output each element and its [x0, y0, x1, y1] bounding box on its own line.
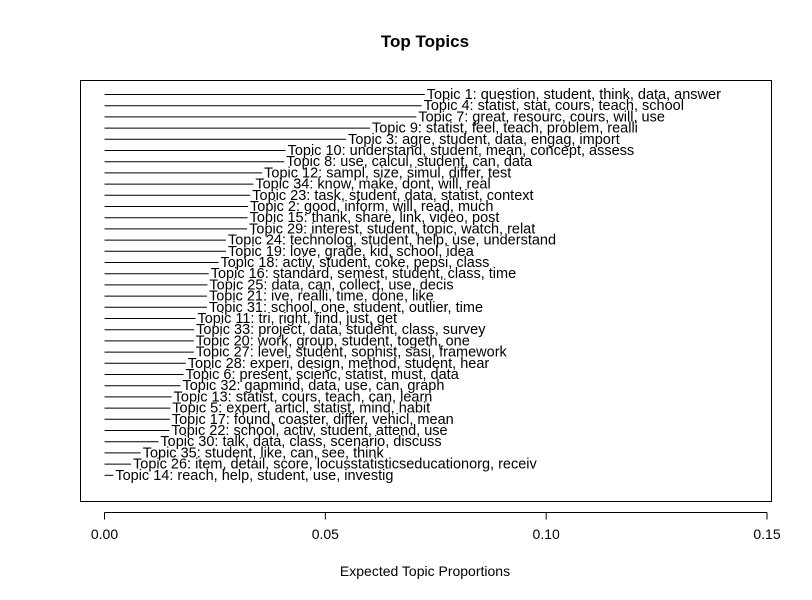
x-tick-label: 0.15 [753, 526, 780, 542]
topic-label: Topic 8: use, calcul, student, can, data [286, 154, 533, 170]
topic-label: Topic 35: student, like, can, see, think [143, 445, 385, 461]
x-axis: 0.00 0.05 0.10 0.15 [91, 512, 781, 542]
topic-label: Topic 18: activ, student, coke, pepsi, c… [220, 255, 489, 271]
topic-label: Topic 3: agre, student, data, engag, imp… [348, 132, 620, 148]
topic-label: Topic 15: thank, share, link, video, pos… [250, 210, 500, 226]
x-tick-label: 0.00 [91, 526, 118, 542]
topic-label: Topic 34: know, make, dont, will, real [255, 177, 490, 193]
topic-label: Topic 16: standard, semest, student, cla… [211, 266, 516, 282]
topic-label: Topic 21: ive, realli, time, done, like [209, 289, 434, 305]
topic-label: Topic 24: technolog, student, help, use,… [228, 233, 556, 249]
topic-label: Topic 4: statist, stat, cours, teach, sc… [424, 98, 684, 114]
topic-label: Topic 30: talk, data, class, scenario, d… [160, 434, 441, 450]
topic-label: Topic 19: love, grade, kid, school, idea [228, 244, 475, 260]
chart-title: Top Topics [381, 32, 469, 51]
topic-label: Topic 32: gapmind, data, use, can, graph [182, 378, 444, 394]
topic-label: Topic 33: project, data, student, class,… [196, 322, 486, 338]
topic-label: Topic 28: experi, design, method, studen… [188, 356, 490, 372]
topic-label: Topic 10: understand, student, mean, con… [288, 143, 635, 159]
topic-label: Topic 7: great, resourc, cours, will, us… [418, 109, 665, 125]
topic-label: Topic 17: found, coaster, differ, vehicl… [172, 412, 454, 428]
topic-label: Topic 2: good, inform, will, read, much [250, 199, 493, 215]
topic-label: Topic 22: school, activ, student, attend… [171, 423, 447, 439]
x-axis-label: Expected Topic Proportions [340, 563, 510, 579]
topic-label: Topic 26: item, detail, score, locusstat… [133, 457, 538, 473]
x-tick-label: 0.05 [312, 526, 339, 542]
topic-label: Topic 9: statist, feel, teach, problem, … [372, 121, 638, 137]
topic-label: Topic 23: task, student, data, statist, … [252, 188, 533, 204]
topic-label: Topic 13: statist, cours, teach, can, le… [174, 389, 433, 405]
topic-label: Topic 5: expert, articl, statist, mind, … [172, 401, 430, 417]
topic-label: Topic 27: level, student, sophist, sasi,… [196, 345, 508, 361]
topic-label: Topic 31: school, one, student, outlier,… [209, 300, 483, 316]
topic-label: Topic 11: tri, right, find, just, get [197, 311, 397, 327]
topic-label: Topic 29: interest, student, topic, watc… [249, 221, 535, 237]
topic-label: Topic 12: sampl, size, simul, differ, te… [264, 165, 511, 181]
topic-label: Topic 1: question, student, think, data,… [427, 87, 721, 103]
x-tick-label: 0.10 [533, 526, 560, 542]
topic-label: Topic 25: data, can, collect, use, decis [209, 277, 453, 293]
topic-label: Topic 14: reach, help, student, use, inv… [115, 468, 393, 484]
topic-label: Topic 20: work, group, student, togeth, … [196, 333, 470, 349]
bars-group [104, 94, 425, 476]
topic-label: Topic 6: present, scienc, statist, must,… [186, 367, 460, 383]
plot-frame [80, 80, 772, 502]
topic-labels-group: Topic 1: question, student, think, data,… [115, 87, 721, 484]
